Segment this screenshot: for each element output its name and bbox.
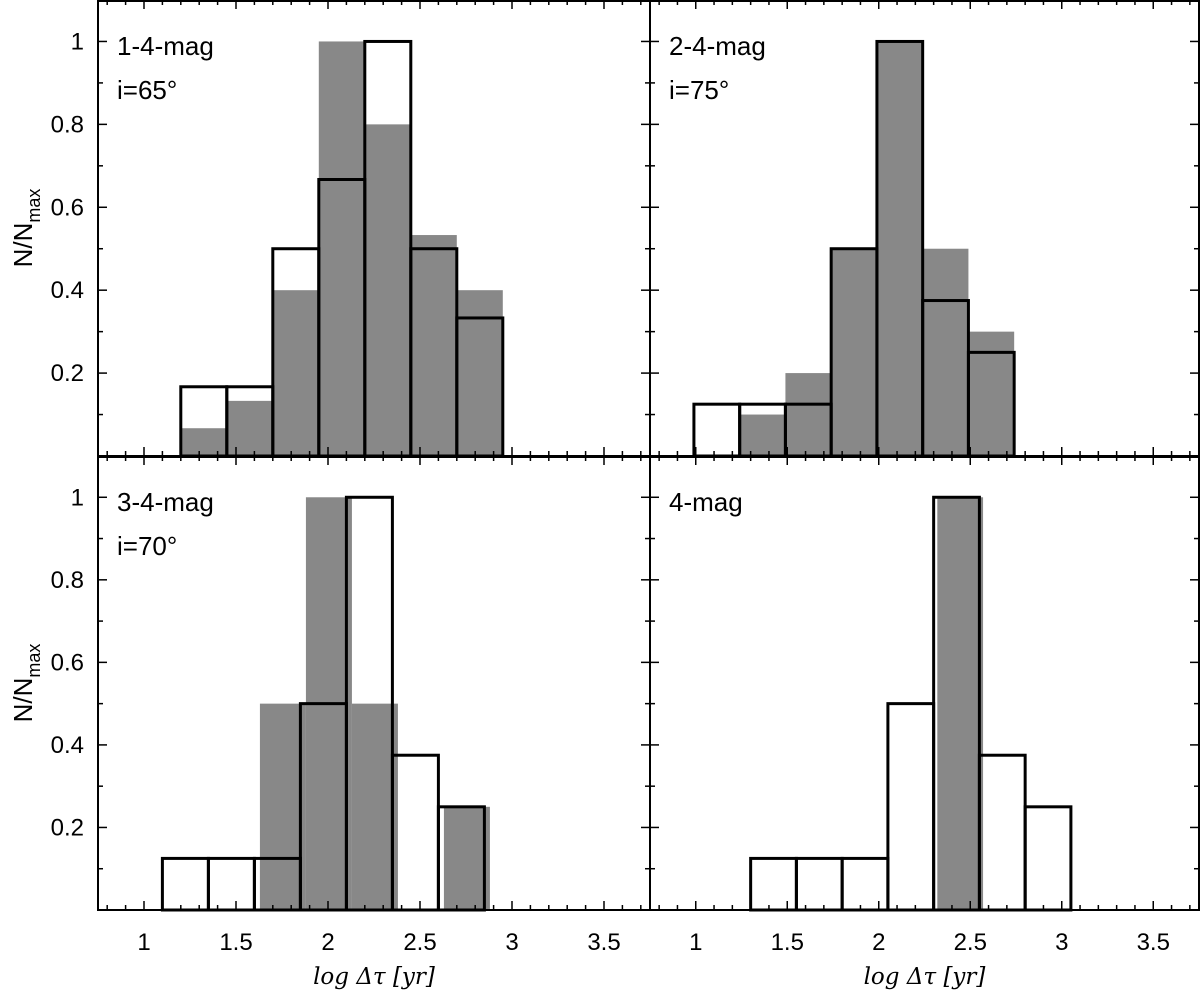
panel-label: 4-mag [669,487,743,517]
panel-inclination: i=75° [669,75,729,105]
panel-frame [649,456,1200,911]
outline-bar [692,402,742,458]
panel-label: 3-4-mag [117,487,214,517]
x-tick-label: 3 [505,929,518,956]
panel-top-left: 1-4-mag i=65° 0.2 0.4 0.6 0.8 1 [51,0,650,458]
panel-label: 2-4-mag [669,31,766,61]
outline-bar [886,702,936,912]
x-tick-label: 1.5 [219,929,252,956]
y-tick-label: 1 [71,28,84,55]
x-tick-label: 2.5 [403,929,436,956]
outline-bar [840,856,890,912]
panel-inclination: i=65° [117,75,177,105]
filled-bar [937,497,984,910]
x-tick-label: 3 [1055,929,1068,956]
filled-bar [318,41,365,457]
y-tick-label: 0.2 [51,814,84,841]
outline-bar [390,753,440,912]
filled-bar [351,703,398,910]
y-tick-label: 0.6 [51,194,84,221]
outline-bar [1023,805,1073,912]
filled-bar [259,703,306,910]
outline-bar [794,856,844,912]
filled-bar [785,373,832,456]
y-tick-label: 0.8 [51,567,84,594]
x-axis-title: log Δτ [yr] [864,964,986,990]
y-tick-label: 0.4 [51,277,84,304]
filled-bar [968,331,1015,456]
ticks-bottom-right [650,456,1199,910]
x-tick-label: 1 [689,929,702,956]
filled-bar [272,290,319,456]
panel-label: 1-4-mag [117,31,214,61]
filled-bar [410,235,457,456]
panel-top-right: 2-4-mag i=75° [650,0,1199,458]
y-tick-label: 0.6 [51,649,84,676]
panel-bottom-right: 4-mag 1 1.5 2 2.5 3 3.5 [650,456,1199,956]
x-axis-title: log Δτ [yr] [313,964,435,990]
y-tick-label: 0.8 [51,111,84,138]
filled-bar [922,248,969,456]
y-tick-label: 0.2 [51,360,84,387]
y-tick-label: 1 [71,484,84,511]
x-tick-label: 1 [137,929,150,956]
filled-bar [443,806,490,910]
x-tick-label: 2.5 [954,929,987,956]
x-tick-label: 2 [321,929,334,956]
outline-bar [977,753,1027,912]
filled-bar [226,400,273,456]
filled-bar [876,41,923,457]
y-tick-label: 0.4 [51,732,84,759]
filled-bar [180,428,227,456]
outline-bar [206,856,256,912]
filled-bar [739,414,786,456]
outline-bar [749,856,798,912]
y-axis-title: N/Nmax [8,189,44,268]
panel-inclination: i=70° [117,531,177,561]
filled-bar [831,248,877,456]
panel-bottom-left: 3-4-mag i=70° 0.2 0.4 0.6 0.8 1 1 1.5 2 2.5 3 3.5 [51,456,650,956]
filled-bar [364,124,411,456]
outline-bar [160,856,210,912]
x-tick-label: 3.5 [587,929,620,956]
x-tick-label: 3.5 [1137,929,1170,956]
x-tick-label: 1.5 [771,929,804,956]
y-axis-title: N/Nmax [8,644,44,723]
filled-bar [456,290,503,456]
x-tick-label: 2 [872,929,885,956]
